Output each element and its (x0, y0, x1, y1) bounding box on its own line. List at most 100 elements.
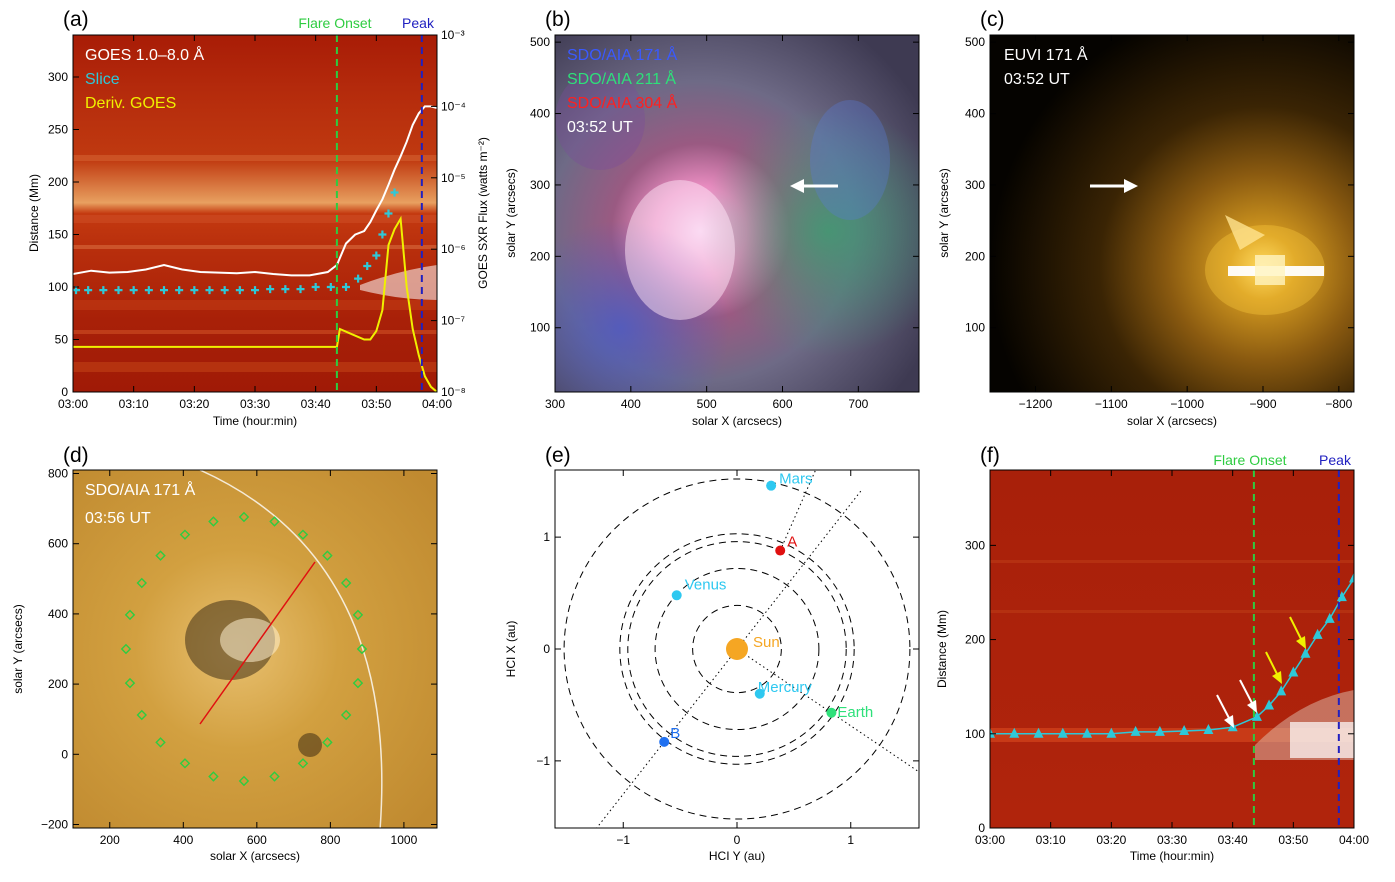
ring-marker (322, 737, 333, 748)
ring-marker (124, 609, 136, 621)
body-mars (766, 480, 777, 491)
panel-d-ring (120, 511, 368, 787)
panel-b-xtick-label: 600 (772, 397, 792, 411)
panel-f-xtick-label: 03:00 (975, 833, 1005, 847)
panel-f: 03:00 03:10 03:20 03:30 03:40 03:50 04:00 0 100 2… (935, 444, 1369, 863)
ring-marker (269, 516, 280, 527)
panel-a-ytick-label: 100 (48, 280, 68, 294)
track-point (1288, 666, 1299, 677)
slice-point (129, 286, 138, 295)
body-earth-label: Earth (837, 704, 873, 721)
panel-b-xtick-label: 500 (697, 397, 717, 411)
track-point (1300, 647, 1311, 658)
panel-a-legend-slice: Slice (85, 71, 120, 88)
ring-marker (352, 609, 364, 621)
track-point (1324, 612, 1335, 623)
panel-b-time: 03:52 UT (567, 119, 633, 136)
track-point (1154, 725, 1165, 736)
panel-d-ytick-label: 800 (48, 467, 68, 481)
panel-f-ytick-label: 300 (965, 538, 985, 552)
panel-b-xtick-label: 400 (621, 397, 641, 411)
body-sun-label: Sun (753, 634, 780, 651)
panel-c-time: 03:52 UT (1004, 71, 1070, 88)
slice-point (144, 286, 153, 295)
panel-b: 300 400 500 600 700 100 200 300 400 500 (b) SDO/A… (504, 8, 920, 428)
panel-d-slice-line (199, 561, 316, 725)
panel-b-legend-171: SDO/AIA 171 Å (567, 45, 678, 64)
panel-b-arrowhead (790, 179, 804, 193)
slice-point (342, 283, 350, 291)
slice-point (205, 286, 214, 295)
panel-c-texture (1205, 215, 1325, 315)
ring-marker (155, 550, 166, 561)
orbit-circle (692, 604, 782, 694)
panel-f-ytick-label: 100 (965, 727, 985, 741)
panel-f-xtick-label: 03:30 (1157, 833, 1187, 847)
panel-a-xlabel: Time (hour:min) (213, 414, 297, 428)
panel-f-xtick-label: 03:40 (1218, 833, 1248, 847)
panel-a-ytick-right-label: 10⁻³ (441, 28, 465, 42)
orbit-circle (619, 533, 855, 765)
slice-point (266, 285, 275, 294)
track-point (1009, 727, 1020, 738)
slice-point (251, 286, 259, 295)
panel-c-ytick-label: 400 (965, 107, 985, 121)
track-point (1033, 727, 1044, 738)
ring-marker (356, 643, 368, 655)
panel-c-ytick-label: 500 (965, 35, 985, 49)
panel-b-xtick-label: 700 (848, 397, 868, 411)
panel-a-xtick-label: 04:00 (422, 397, 452, 411)
ring-marker (297, 758, 309, 769)
body-a-label: A (787, 534, 797, 551)
ring-marker (136, 709, 148, 721)
slice-point (175, 286, 184, 295)
orbit-circle (654, 567, 820, 731)
panel-a-xtick-label: 03:50 (361, 397, 391, 411)
ring-marker (124, 677, 136, 689)
body-venus (671, 590, 682, 601)
panel-d-xtick-label: 400 (173, 833, 193, 847)
panel-d-ytick-label: −200 (41, 817, 68, 831)
ring-marker (155, 737, 166, 748)
track-point (1312, 628, 1323, 639)
track-point (1264, 699, 1275, 710)
deriv-goes-line (73, 215, 437, 392)
panel-b-legend-211: SDO/AIA 211 Å (567, 69, 676, 88)
panel-f-xtick-label: 03:10 (1036, 833, 1066, 847)
panel-d-xtick-label: 600 (247, 833, 267, 847)
panel-e-content: Sun Mercury Venus Earth Mars A B (563, 470, 919, 828)
panel-a-legend-goes: GOES 1.0–8.0 Å (85, 45, 205, 64)
slice-point (220, 286, 229, 295)
slice-point (296, 285, 305, 294)
panel-e-xtick-label: −1 (616, 833, 630, 847)
track-point (1251, 710, 1262, 721)
panel-d-xtick-label: 200 (100, 833, 120, 847)
track-point (1130, 725, 1141, 736)
panel-d-legend-aia: SDO/AIA 171 Å (85, 480, 196, 499)
panel-e-ytick-label: 0 (543, 642, 550, 656)
panel-f-xtick-label: 03:50 (1278, 833, 1308, 847)
panel-c-xlabel: solar X (arcsecs) (1127, 414, 1217, 428)
panel-a-peak-label: Peak (402, 15, 435, 31)
ring-marker (238, 775, 250, 787)
panel-d: 200 400 600 800 1000 −200 0 200 400 600 800 (d) SD… (11, 444, 438, 863)
panel-b-frame (554, 34, 920, 393)
panel-f-label: (f) (980, 444, 1000, 467)
orbit-circle (563, 478, 911, 820)
panel-a-label: (a) (63, 8, 89, 31)
track-point (1203, 724, 1214, 735)
ring-marker (340, 709, 352, 721)
panel-a-ytick-right-label: 10⁻⁶ (441, 242, 466, 256)
track-point (1082, 727, 1093, 738)
ring-marker (352, 677, 364, 689)
track-point (1336, 591, 1347, 602)
panel-a-ytick-label: 200 (48, 175, 68, 189)
panel-d-texture (185, 470, 383, 828)
panel-c-frame (989, 34, 1355, 393)
panel-b-legend-304: SDO/AIA 304 Å (567, 93, 678, 112)
panel-a: 03:00 03:10 03:20 03:30 03:40 03:50 04:00 0 50 10… (27, 8, 490, 428)
body-mars-label: Mars (779, 471, 812, 488)
panel-f-texture (990, 560, 1354, 760)
